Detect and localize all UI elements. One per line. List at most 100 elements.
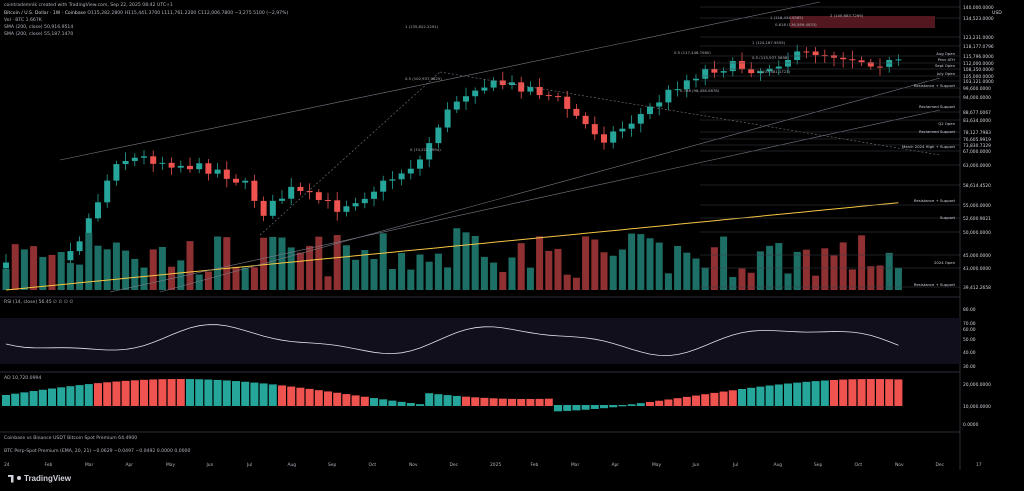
candle-body [95, 202, 101, 219]
rsi-axis-label: 30.00 [963, 364, 976, 370]
ad-bar [517, 398, 526, 406]
ad-bar [618, 405, 627, 407]
volume-bar [526, 267, 534, 290]
ad-bar [719, 391, 728, 406]
fib-label: 0 (107,481.1723) [757, 69, 791, 74]
candle-body [76, 241, 83, 252]
trend-channel-upper [59, 1, 821, 161]
time-axis-label: Nov [409, 462, 418, 468]
ad-bar [259, 383, 268, 406]
candle-body [674, 89, 681, 91]
ad-legend[interactable]: AD 10,720.0994 [4, 376, 42, 381]
volume-bar [646, 238, 654, 290]
volume-bar [876, 265, 884, 290]
trend-channel-mid [109, 109, 941, 293]
volume-bar [582, 236, 590, 290]
resistance-zone [790, 16, 935, 28]
volume-bar [830, 255, 838, 290]
volume-bar [591, 239, 599, 290]
ad-bar [103, 382, 112, 406]
candle-body [821, 55, 828, 57]
volume-bar [76, 264, 84, 290]
ad-bar [379, 399, 388, 406]
candle-body [748, 69, 755, 74]
fib-label: 2 (140,683.7269) [830, 13, 864, 18]
candle-body [518, 82, 525, 92]
volume-bar [701, 267, 709, 290]
rsi-legend[interactable]: RSI (14, close) 56.45 ∅ ∅ ∅ ∅ [4, 300, 74, 305]
ad-bar [2, 395, 10, 406]
volume-bar [2, 268, 10, 290]
volume-bar [885, 252, 893, 290]
candle-body [150, 156, 157, 164]
volume-bar [361, 250, 369, 290]
time-axis-label: 17 [976, 462, 982, 468]
price-axis-label: 134,523.0000 [963, 16, 994, 22]
candle-body [591, 124, 598, 135]
sma-legend-1[interactable]: SMA (200, close) 50,916.9514 [4, 25, 74, 30]
price-axis-label: 103,121.0000 [963, 79, 994, 85]
price-axis-label: 105,000.0000 [963, 74, 994, 80]
candle-body [214, 169, 221, 174]
ad-bar [839, 379, 848, 406]
volume-bar [894, 267, 902, 290]
time-axis-label: Apr [612, 462, 620, 468]
ad-bar [130, 380, 139, 406]
ad-bar [894, 379, 903, 406]
volume-bar [444, 267, 452, 290]
volume-bar [637, 234, 645, 290]
volume-bar [821, 248, 829, 290]
ad-bar [590, 405, 599, 410]
ad-bar [268, 384, 277, 406]
volume-bar [370, 258, 378, 290]
ad-bar [213, 379, 222, 406]
volume-bar [39, 256, 47, 290]
ad-bar [149, 379, 158, 406]
time-axis-label: Jun [692, 462, 700, 468]
brand-name: TradingView [24, 474, 71, 483]
volume-bar [793, 251, 801, 290]
perp-premium-legend[interactable]: BTC Perp-Spot Premium (EMA, 20, 21) −0.0… [4, 449, 191, 454]
volume-bar [232, 266, 240, 290]
fib-trend-line-2 [439, 71, 941, 156]
candle-body [739, 61, 745, 70]
candle-body [131, 157, 138, 161]
volume-bar [204, 271, 212, 290]
price-axis-label: 55,000.0000 [963, 203, 991, 209]
candle-body [564, 96, 571, 109]
volume-bar [858, 235, 866, 290]
volume-bar [499, 271, 507, 290]
candle-body [628, 123, 635, 129]
candle-body [417, 159, 423, 169]
volume-bar [453, 228, 461, 290]
chart-canvas[interactable]: 140,000.0000 134,523.0000 123,231.0000 118,… [0, 0, 1024, 470]
ad-bar [250, 382, 259, 406]
volume-bar [655, 242, 663, 290]
volume-legend[interactable]: Vol · BTC 1.667K [4, 18, 42, 23]
symbol-legend[interactable]: Bitcoin / U.S. Dollar · 1W · Coinbase O1… [4, 11, 288, 17]
ad-bar [646, 401, 654, 406]
ad-bar [535, 398, 544, 406]
candle-body [187, 165, 193, 170]
candle-body [683, 80, 690, 90]
ad-bar [84, 384, 93, 406]
spot-premium-legend[interactable]: Coinbase vs Binance USDT Bitcoin Spot Pr… [4, 436, 138, 441]
level-tag: July Open [936, 71, 956, 76]
ad-bar [848, 379, 857, 406]
ad-bar [112, 381, 121, 406]
price-axis-label: 99,600.0000 [963, 86, 991, 92]
candle-body [104, 180, 111, 203]
ad-bar [830, 379, 838, 406]
volume-bar [342, 245, 350, 290]
trend-channel-lower [159, 77, 941, 293]
ad-bar [462, 396, 470, 406]
price-axis-label: 43,000.0000 [963, 266, 991, 272]
sma-legend-2[interactable]: SMA (200, close) 55,187.1470 [4, 32, 74, 37]
ad-bar [508, 398, 516, 406]
candle-body [196, 163, 203, 170]
ad-bar [820, 380, 829, 406]
candle-body [260, 200, 267, 216]
level-tag: 2024 Open [934, 260, 956, 265]
price-axis-label: 76,605.9919 [963, 137, 991, 143]
candle-body [67, 251, 74, 261]
